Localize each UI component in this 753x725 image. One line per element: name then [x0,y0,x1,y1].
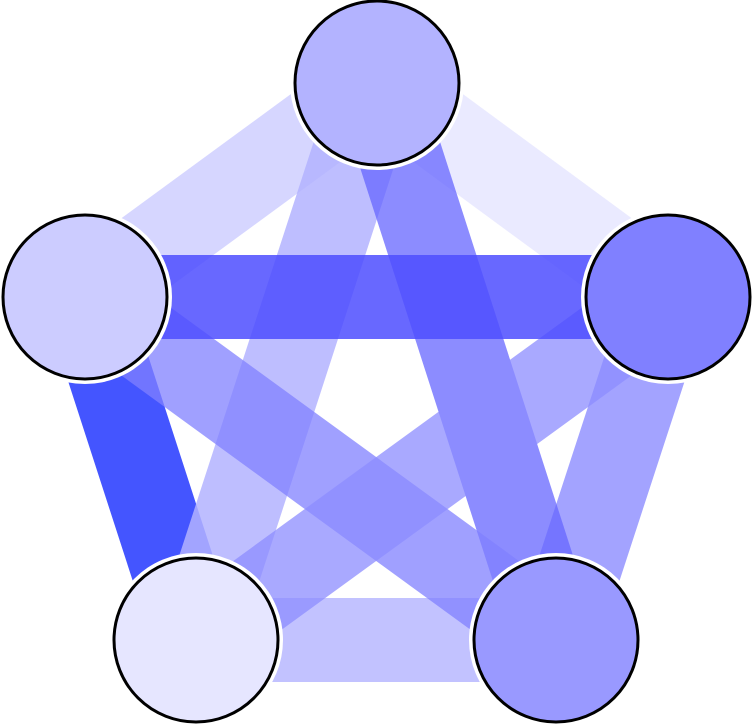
node-bottom-right [472,556,640,724]
node-right [584,213,752,381]
edge-left-bottom-right [96,289,545,648]
edge-left-bottom-left [58,327,223,610]
node-left [1,213,169,381]
node-top [293,0,461,167]
edge-right-bottom-right [530,326,694,611]
edge-top-left [96,75,366,305]
edge-bottom-left-bottom-right [241,598,511,682]
node-bottom-left [112,556,280,724]
edge-top-bottom-left [170,112,403,611]
edge-left-right [130,255,623,339]
edge-right-bottom-left [207,289,657,648]
edge-top-bottom-right [350,113,583,610]
edge-top-right [388,75,657,305]
edges-layer [58,75,694,682]
